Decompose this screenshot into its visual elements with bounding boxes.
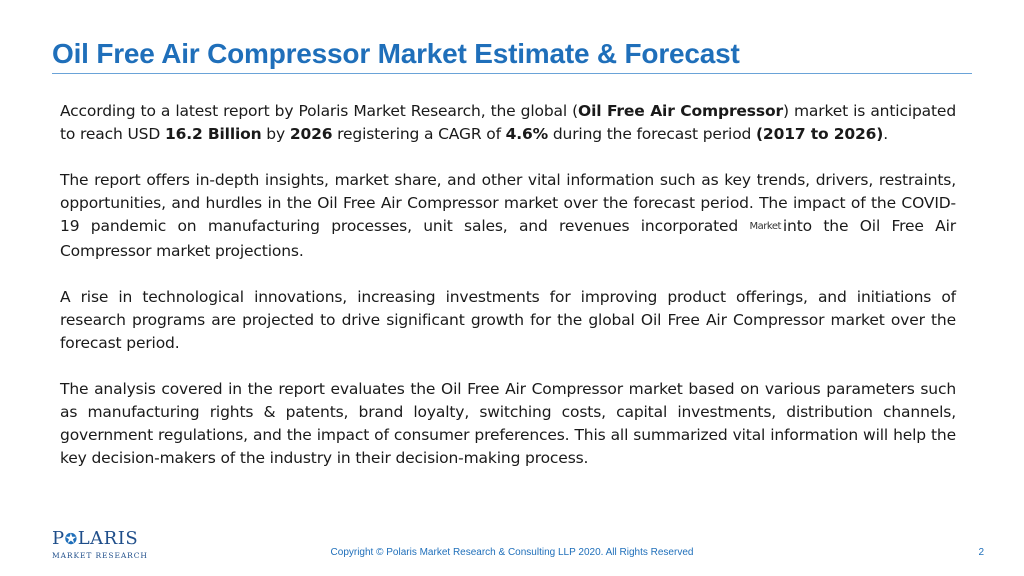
logo-subtitle: MARKET RESEARCH — [52, 551, 148, 560]
market-value-highlight: 16.2 Billion — [164, 125, 262, 143]
slide-body: According to a latest report by Polaris … — [60, 100, 956, 493]
logo-letters: LARIS — [77, 528, 139, 549]
paragraph-text: during the forecast period — [548, 125, 756, 143]
paragraph-text: . — [883, 125, 888, 143]
paragraph-text: by — [261, 125, 290, 143]
polaris-logo: P✪LARIS MARKET RESEARCH — [52, 530, 152, 564]
cagr-highlight: 4.6% — [505, 125, 549, 143]
paragraph-text: ) market is anticipated to reach USD — [60, 102, 957, 143]
stray-label: Market — [749, 221, 782, 232]
product-name-highlight: Oil Free Air Compressor — [578, 102, 783, 120]
paragraph-report-insights: The report offers in-depth insights, mar… — [60, 169, 956, 263]
star-icon: ✪ — [64, 530, 78, 548]
logo-letter: P — [52, 528, 65, 549]
paragraph-market-estimate: According to a latest report by Polaris … — [60, 100, 956, 146]
paragraph-text: The report offers in-depth insights, mar… — [60, 171, 956, 235]
slide-title: Oil Free Air Compressor Market Estimate … — [52, 38, 740, 69]
title-divider — [52, 73, 972, 74]
paragraph-text: registering a CAGR of — [332, 125, 506, 143]
target-year-highlight: 2026 — [289, 125, 333, 143]
paragraph-text: According to a latest report by Polaris … — [60, 102, 579, 120]
footer-copyright: Copyright © Polaris Market Research & Co… — [330, 547, 694, 558]
logo-wordmark: P✪LARIS — [52, 528, 152, 549]
paragraph-analysis-scope: The analysis covered in the report evalu… — [60, 380, 956, 467]
paragraph-growth-drivers: A rise in technological innovations, inc… — [60, 288, 956, 352]
page-number: 2 — [978, 547, 984, 558]
forecast-period-highlight: (2017 to 2026) — [756, 125, 884, 143]
paragraph-text: into the Oil Free Air Compressor market … — [60, 217, 956, 260]
